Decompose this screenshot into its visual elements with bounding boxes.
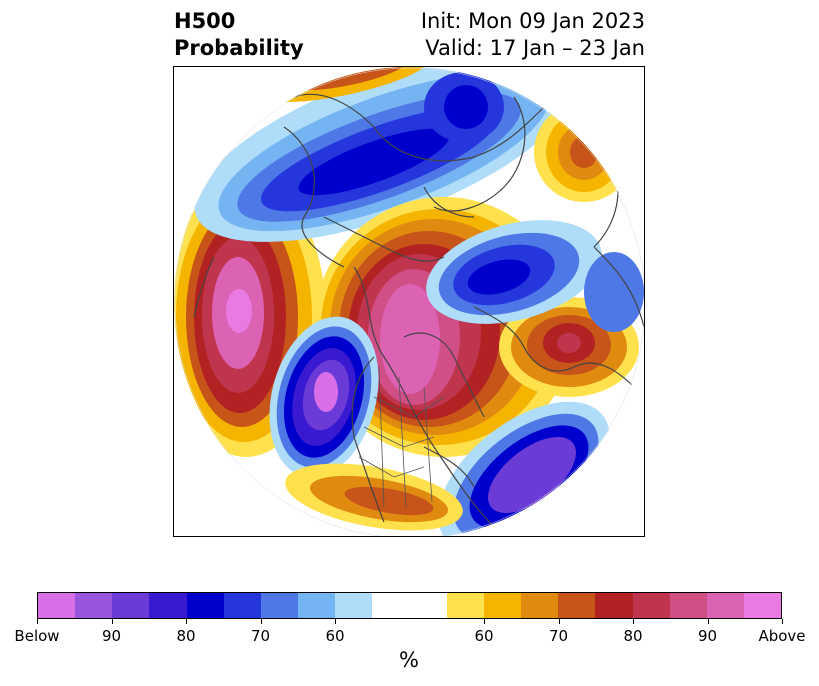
product-title: Probability [174, 36, 304, 60]
init-date: Init: Mon 09 Jan 2023 [420, 9, 645, 33]
colorbar-cell [112, 593, 150, 618]
colorbar-tick [186, 619, 187, 624]
colorbar-cell [595, 593, 633, 618]
colorbar-tick [37, 619, 38, 624]
colorbar-cell [223, 593, 261, 618]
colorbar-cell [483, 593, 522, 618]
colorbar-tick-label: 80 [623, 627, 643, 645]
colorbar-cell [446, 593, 484, 618]
colorbar-tick-label: 90 [697, 627, 718, 645]
variable-title: H500 [174, 9, 236, 33]
colorbar-tick-label: 60 [325, 627, 345, 645]
northeast-above-anomaly [534, 102, 634, 202]
colorbar-cell [260, 593, 299, 618]
us-state-lines [358, 366, 445, 508]
probability-colorbar [37, 592, 782, 619]
colorbar-cell [558, 593, 596, 618]
colorbar-tick-label: 70 [548, 627, 569, 645]
colorbar-tick-label: Above [758, 627, 806, 645]
colorbar-cell [186, 593, 224, 618]
colorbar-cell [409, 593, 447, 618]
colorbar-tick [335, 619, 336, 624]
colorbar-cell [38, 593, 76, 618]
colorbar-cell [706, 593, 744, 618]
map-disc-edge [174, 67, 644, 536]
colorbar-tick-label: 90 [101, 627, 122, 645]
probability-map [174, 67, 644, 536]
colorbar-tick [707, 619, 709, 624]
colorbar-tick [558, 619, 560, 624]
colorbar-cell [75, 593, 113, 618]
west-below-anomaly [269, 316, 379, 478]
atlantic-below-anomaly [438, 401, 610, 536]
valid-range: Valid: 17 Jan – 23 Jan [425, 36, 645, 60]
colorbar-unit: % [399, 648, 419, 672]
east-below-anomaly [426, 220, 644, 332]
colorbar-cell [521, 593, 559, 618]
colorbar-cell [632, 593, 670, 618]
map-panel [173, 66, 645, 537]
colorbar-tick-label: 60 [474, 627, 494, 645]
colorbar-tick [782, 619, 783, 624]
colorbar-cell [372, 593, 410, 618]
colorbar-cell [743, 593, 782, 618]
colorbar-tick-label: 80 [176, 627, 196, 645]
colorbar-cell [669, 593, 707, 618]
arctic-below-band [194, 67, 574, 242]
chart-title: H500 Probability [174, 8, 304, 62]
colorbar-tick [633, 619, 634, 624]
date-info: Init: Mon 09 Jan 2023 Valid: 17 Jan – 23… [421, 8, 645, 62]
colorbar-tick [484, 619, 485, 624]
colorbar-tick [260, 619, 262, 624]
colorbar-cell [149, 593, 187, 618]
colorbar-cell [298, 593, 336, 618]
colorbar-tick-label: Below [14, 627, 60, 645]
colorbar-tick-label: 70 [250, 627, 271, 645]
colorbar-tick [111, 619, 113, 624]
colorbar-cell [335, 593, 373, 618]
